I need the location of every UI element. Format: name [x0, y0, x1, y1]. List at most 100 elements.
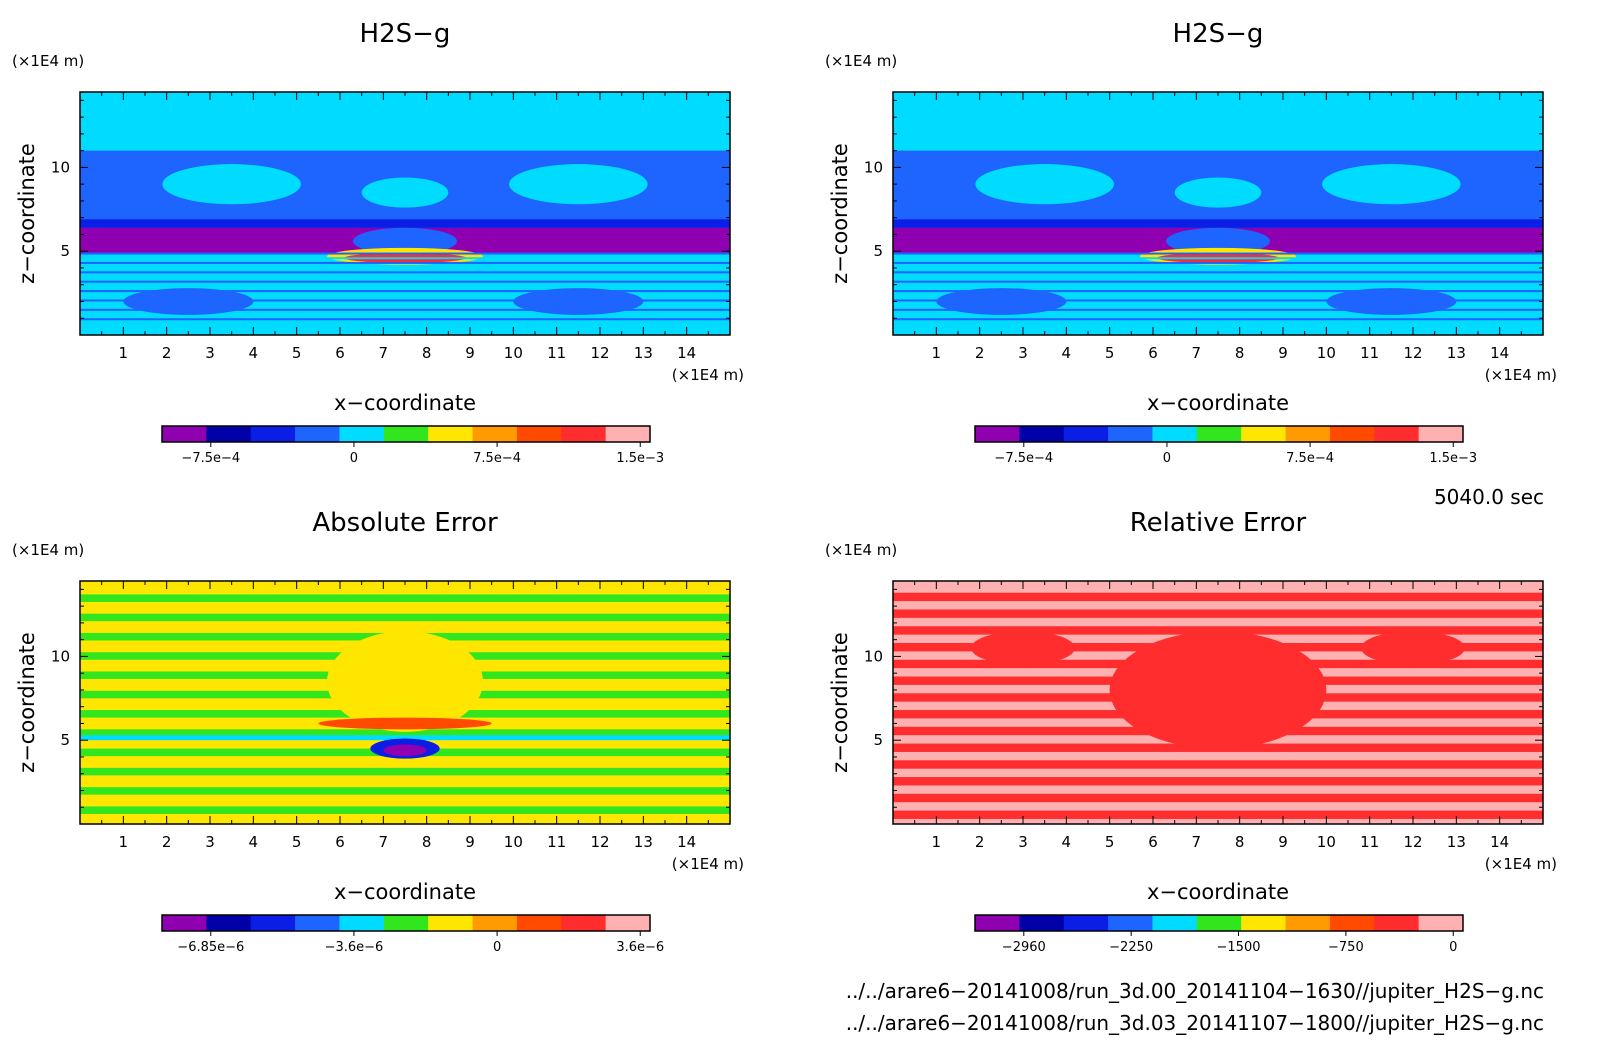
- colorbar-swatch: [1019, 915, 1065, 931]
- y-tick-label: 10: [51, 158, 70, 176]
- x-tick-label: 3: [205, 344, 215, 362]
- field-stripe: [80, 276, 730, 279]
- field-blob: [327, 631, 483, 732]
- colorbar-swatch: [561, 915, 607, 931]
- y-axis-label: z−coordinate: [828, 143, 852, 284]
- field-stripe: [893, 609, 1543, 618]
- colorbar: −7.5e−4 0 7.5e−4 1.5e−3: [161, 425, 664, 466]
- x-tick-label: 13: [1447, 344, 1466, 362]
- colorbar-swatch: [162, 426, 207, 442]
- field-blob: [1322, 164, 1461, 205]
- colorbar-swatch: [1019, 426, 1065, 442]
- colorbar-tick-label: −7.5e−4: [994, 451, 1053, 466]
- field-stripe: [80, 290, 730, 293]
- field-stripe: [893, 760, 1543, 769]
- x-tick-label: 9: [1278, 833, 1288, 851]
- field-blob: [361, 177, 449, 208]
- field-stripe: [80, 261, 730, 264]
- field-stripe: [893, 294, 1543, 297]
- colorbar-tick-label: −2250: [1109, 940, 1153, 955]
- x-tick-label: 5: [292, 344, 302, 362]
- x-tick-label: 10: [504, 344, 523, 362]
- field-stripe: [893, 592, 1543, 602]
- field-blob: [1109, 631, 1327, 749]
- field-stripe: [80, 271, 730, 274]
- x-tick-label: 6: [335, 344, 345, 362]
- x-tick-label: 4: [249, 833, 259, 851]
- x-tick-label: 1: [119, 344, 129, 362]
- field-stripe: [893, 276, 1543, 279]
- field-stripe: [80, 252, 730, 255]
- x-tick-label: 13: [1447, 833, 1466, 851]
- field-stripe: [893, 322, 1543, 325]
- colorbar-swatch: [1108, 915, 1153, 931]
- colorbar-tick-label: 3.6e−6: [616, 940, 664, 955]
- field-stripe: [80, 787, 730, 795]
- x-tick-label: 1: [932, 344, 942, 362]
- colorbar-tick-label: −3.6e−6: [325, 940, 384, 955]
- colorbar-swatch: [383, 426, 429, 442]
- colorbar-tick-label: 0: [350, 451, 358, 466]
- y-tick-label: 5: [873, 731, 883, 749]
- field-stripe: [80, 266, 730, 269]
- colorbar-swatch: [1063, 426, 1109, 442]
- colorbar-swatch: [428, 915, 474, 931]
- field-blob: [162, 164, 301, 205]
- colorbar-tick-label: −2960: [1002, 940, 1046, 955]
- colorbar-swatch: [472, 915, 518, 931]
- chart-title: Relative Error: [1130, 508, 1307, 538]
- colorbar-swatch: [1241, 915, 1287, 931]
- colorbar-swatch: [1285, 426, 1331, 442]
- y-tick-label: 10: [864, 647, 883, 665]
- x-axis-label: x−coordinate: [1147, 880, 1289, 904]
- colorbar-swatch: [1418, 426, 1464, 442]
- colorbar-tick-label: −750: [1328, 940, 1364, 955]
- y-tick-label: 5: [873, 242, 883, 260]
- x-tick-label: 11: [1360, 833, 1379, 851]
- field-stripe: [893, 318, 1543, 321]
- x-tick-label: 6: [1148, 344, 1158, 362]
- z-unit-label: (×1E4 m): [12, 541, 84, 559]
- x-tick-label: 11: [547, 833, 566, 851]
- colorbar-tick-label: 7.5e−4: [1286, 451, 1334, 466]
- x-tick-label: 4: [1062, 833, 1072, 851]
- field-stripe: [80, 729, 730, 737]
- x-axis-label: x−coordinate: [334, 391, 476, 415]
- x-tick-label: 5: [1105, 344, 1115, 362]
- field-stripe: [893, 313, 1543, 316]
- field-blob: [513, 288, 644, 315]
- colorbar-swatch: [428, 426, 474, 442]
- colorbar-swatch: [1285, 915, 1331, 931]
- field-stripe: [893, 261, 1543, 264]
- field-blob: [975, 164, 1114, 205]
- field-stripe: [893, 290, 1543, 293]
- y-axis-label: z−coordinate: [15, 632, 39, 773]
- colorbar-frame: [974, 425, 1464, 443]
- colorbar-swatch: [383, 915, 429, 931]
- x-tick-label: 3: [1018, 833, 1028, 851]
- contour-field: [80, 92, 730, 335]
- field-core: [1166, 227, 1270, 255]
- colorbar-swatch: [1152, 426, 1198, 442]
- x-tick-label: 14: [677, 344, 696, 362]
- field-stripe: [80, 299, 730, 302]
- colorbar-tick-label: 0: [493, 940, 501, 955]
- x-tick-label: 13: [634, 344, 653, 362]
- x-tick-label: 14: [1490, 344, 1509, 362]
- colorbar-swatch: [1241, 426, 1287, 442]
- colorbar-swatch: [472, 426, 518, 442]
- x-tick-label: 6: [335, 833, 345, 851]
- colorbar-swatch: [206, 426, 252, 442]
- colorbar-swatch: [1108, 426, 1153, 442]
- field-blob: [971, 631, 1075, 665]
- colorbar-swatch: [1329, 915, 1375, 931]
- colorbar-swatch: [1152, 915, 1198, 931]
- field-blob: [1174, 177, 1262, 208]
- x-tick-label: 8: [1235, 344, 1245, 362]
- x-tick-label: 7: [1192, 344, 1202, 362]
- field-band-cyan: [80, 735, 730, 741]
- y-tick-label: 5: [60, 242, 70, 260]
